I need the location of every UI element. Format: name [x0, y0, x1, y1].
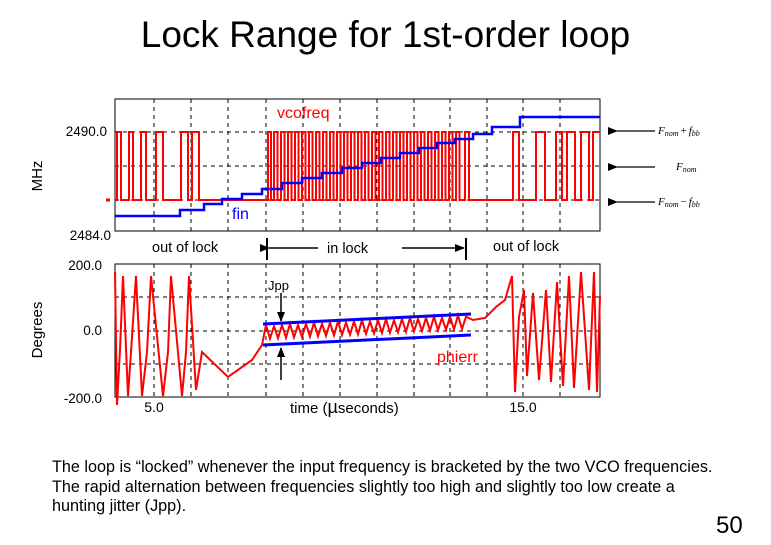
lower-bound-label: Fnom − fbb [657, 196, 700, 209]
x-tick-5: 5.0 [144, 399, 164, 415]
vcofreq-label: vcofreq [277, 105, 329, 122]
top-tick-2490: 2490.0 [66, 124, 107, 139]
top-ylabel: MHz [29, 161, 46, 192]
x-axis-label: time (µseconds) [290, 397, 399, 417]
bottom-tick-200: 200.0 [68, 258, 102, 273]
fin-trace [115, 115, 600, 218]
bottom-ylabel: Degrees [29, 302, 46, 359]
page-number: 50 [716, 512, 743, 539]
vcofreq-trace [115, 131, 600, 201]
slide-title: Lock Range for 1st-order loop [140, 14, 631, 55]
out-of-lock-right: out of lock [493, 239, 560, 255]
out-of-lock-left: out of lock [152, 240, 219, 256]
phierr-label: phierr [437, 349, 479, 366]
x-tick-15: 15.0 [509, 399, 536, 415]
top-tick-2484: 2484.0 [70, 228, 111, 243]
bottom-tick-0: 0.0 [83, 323, 102, 338]
jitter-lower-bound [262, 333, 472, 347]
nominal-label: Fnom [675, 161, 697, 174]
fin-label: fin [232, 206, 249, 223]
region-labels: out of lock in lock out of lock [152, 238, 560, 260]
jitter-upper-bound [262, 312, 472, 326]
phierr-trace [114, 271, 601, 406]
top-plot: MHz 2490.0 2484.0 vcofreq fin Fnom + fbb F… [29, 98, 700, 243]
jpp-label: Jpp [268, 278, 289, 293]
in-lock-label: in lock [327, 241, 369, 257]
bottom-plot: Degrees 200.0 0.0 -200.0 5.0 15.0 time (… [29, 258, 601, 417]
upper-bound-label: Fnom + fbb [657, 125, 700, 138]
caption-text: The loop is “locked” whenever the input … [52, 458, 713, 515]
bottom-tick-minus200: -200.0 [64, 391, 102, 406]
